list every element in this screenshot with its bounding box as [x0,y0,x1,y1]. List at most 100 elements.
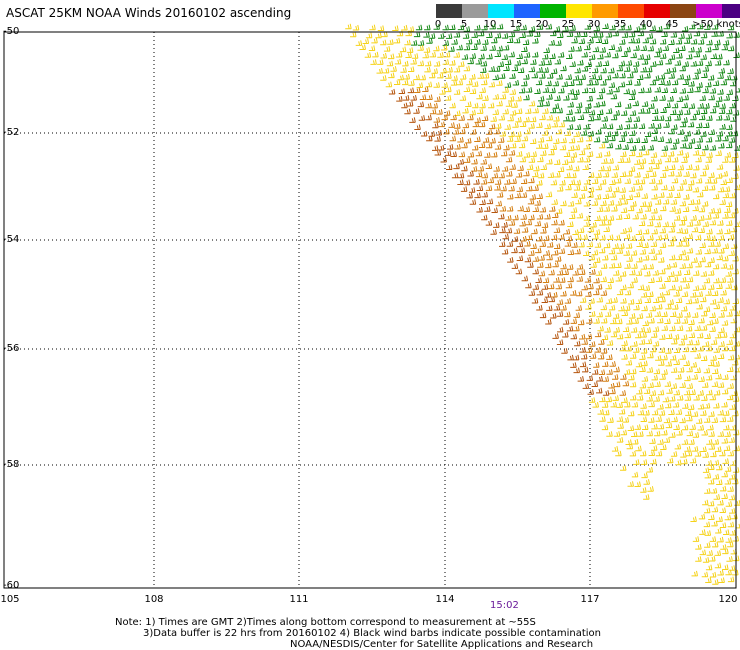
wind-barb [573,367,580,374]
wind-barb [666,333,673,339]
lon-label: 108 [144,594,164,605]
wind-barb [718,247,725,254]
wind-barb [658,347,666,353]
wind-barb [469,53,477,59]
wind-barb [675,254,683,261]
wind-barb [646,466,654,473]
wind-barb [629,313,636,319]
wind-barb [714,389,721,396]
wind-barb [494,184,501,191]
wind-barb [672,276,679,282]
wind-barb [639,382,647,389]
wind-barb [383,46,391,52]
wind-barb [499,227,506,234]
wind-barb [442,59,450,65]
wind-barb [554,243,561,249]
wind-barb [650,61,657,67]
wind-barb [645,87,652,93]
wind-barb [507,37,514,43]
wind-barb [716,228,723,235]
wind-barb [593,289,600,296]
wind-barb [628,374,635,381]
wind-barb [718,577,725,583]
wind-barb [587,130,595,137]
wind-barb [532,268,539,275]
wind-barb [662,221,670,228]
lon-label: 117 [580,594,600,605]
wind-barb [703,103,710,109]
wind-barb [556,339,564,345]
wind-barb [722,192,730,199]
wind-barb [722,548,729,555]
wind-barb [686,247,694,254]
wind-barb [454,143,461,150]
wind-barb [528,100,536,107]
wind-barb [434,149,442,156]
wind-barb [620,284,627,291]
wind-barb [700,131,707,137]
wind-barb [618,24,625,31]
wind-barb [476,206,483,213]
wind-barb [692,536,700,542]
wind-barb [621,310,629,316]
wind-barb [708,464,715,470]
wind-barb [722,374,729,380]
wind-barb [494,51,502,57]
wind-barb [672,304,679,310]
wind-barb [704,261,712,268]
wind-barb [693,51,701,58]
wind-barb [615,101,622,108]
wind-barb [530,151,537,157]
wind-barb [509,109,517,116]
wind-barb [713,101,720,108]
wind-barb [669,164,676,170]
wind-barb [409,117,416,123]
wind-barb [673,138,680,144]
wind-barb [674,208,682,214]
wind-barb [631,123,638,129]
wind-barb [642,242,649,248]
wind-barb [508,185,515,192]
wind-barb [696,60,704,66]
wind-barb [462,107,469,114]
wind-barb [715,527,722,534]
wind-barb [690,114,697,121]
wind-barb [469,199,477,205]
wind-barb [465,137,472,144]
wind-barb [575,198,582,205]
wind-barb [551,291,558,298]
wind-barb [576,263,584,270]
wind-barb [703,277,711,284]
wind-barb [645,338,653,345]
wind-barb [537,262,544,268]
wind-barb [519,87,526,94]
wind-barb [501,248,509,255]
wind-barb [725,501,733,507]
wind-barb [728,494,736,501]
wind-barb [713,347,721,353]
wind-barb [628,410,635,417]
wind-barb [478,53,485,60]
wind-barb [574,31,581,38]
wind-barb [670,261,678,268]
wind-barb [572,269,579,276]
wind-barb [651,193,658,200]
wind-barb [600,79,607,86]
wind-barb [563,151,571,157]
wind-barb [635,361,643,368]
wind-barb [714,59,722,66]
wind-barb [632,438,639,445]
wind-barb [611,172,619,178]
wind-barb [682,346,690,353]
wind-barb [449,102,456,109]
wind-barb [637,284,645,291]
wind-barb [436,109,443,115]
wind-barb [477,165,485,172]
wind-barb [585,347,593,353]
wind-barb [643,409,650,416]
wind-barb [658,410,666,416]
wind-barb [440,67,447,74]
wind-barb [720,305,728,312]
wind-barb [661,354,668,361]
wind-barb [554,58,562,65]
